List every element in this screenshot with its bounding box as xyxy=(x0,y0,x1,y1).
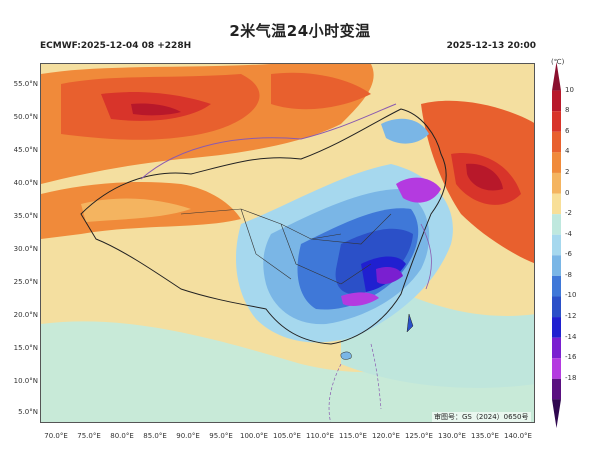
temperature-change-map[interactable] xyxy=(40,63,535,423)
legend-color-swatch xyxy=(552,131,561,153)
lat-label: 55.0°N xyxy=(13,80,38,88)
lon-label: 125.0°E xyxy=(405,432,433,440)
lat-label: 40.0°N xyxy=(13,179,38,187)
approval-number: 审图号：GS（2024）0650号 xyxy=(432,412,531,422)
legend-color-swatch xyxy=(552,193,561,215)
legend-color-swatch xyxy=(552,234,561,256)
lat-label: 45.0°N xyxy=(13,146,38,154)
legend-tick-label: -4 xyxy=(565,229,572,238)
lon-label: 95.0°E xyxy=(209,432,233,440)
province-borders xyxy=(180,208,392,285)
legend-color-swatch xyxy=(552,358,561,379)
legend-tick-label: 8 xyxy=(565,106,570,115)
lon-label: 130.0°E xyxy=(438,432,466,440)
maritime-boundary xyxy=(328,343,382,422)
taiwan-island xyxy=(406,313,414,333)
lon-label: 90.0°E xyxy=(176,432,200,440)
legend-tick-label: 10 xyxy=(565,85,574,94)
lon-label: 70.0°E xyxy=(44,432,68,440)
lon-label: 135.0°E xyxy=(471,432,499,440)
legend-tick-label: -10 xyxy=(565,291,577,300)
legend-tick-label: -14 xyxy=(565,332,577,341)
lat-label: 5.0°N xyxy=(18,408,38,416)
legend-color-swatch xyxy=(552,378,561,400)
lat-label: 30.0°N xyxy=(13,245,38,253)
legend-color-swatch xyxy=(552,255,561,276)
map-title: 2米气温24小时变温 xyxy=(229,22,371,40)
lat-label: 20.0°N xyxy=(13,311,38,319)
legend-tick-label: -16 xyxy=(565,353,577,362)
legend-color-swatch xyxy=(552,172,561,194)
valid-time-label: 2025-12-13 20:00 xyxy=(446,41,536,51)
legend-color-swatch xyxy=(552,296,561,318)
lon-label: 110.0°E xyxy=(306,432,334,440)
hainan-island xyxy=(340,351,352,360)
legend-tick-label: -6 xyxy=(565,250,572,259)
map-canvas xyxy=(41,64,534,422)
legend-color-swatch xyxy=(552,337,561,359)
legend-color-swatch xyxy=(552,214,561,235)
legend-color-swatch xyxy=(552,90,561,112)
legend-tick-label: 2 xyxy=(565,167,570,176)
china-outline xyxy=(80,108,447,345)
legend-tick-label: -12 xyxy=(565,312,577,321)
legend-color-swatch xyxy=(552,275,561,297)
lon-label: 85.0°E xyxy=(143,432,167,440)
map-south-cool-field xyxy=(41,321,534,422)
lat-label: 25.0°N xyxy=(13,278,38,286)
legend-tick-label: -8 xyxy=(565,270,572,279)
color-legend xyxy=(552,62,561,428)
legend-unit: (℃) xyxy=(551,58,565,66)
legend-color-swatch xyxy=(552,111,561,132)
legend-color-swatch xyxy=(552,399,561,428)
lon-label: 140.0°E xyxy=(504,432,532,440)
lon-label: 105.0°E xyxy=(273,432,301,440)
legend-tick-label: 6 xyxy=(565,126,570,135)
legend-color-swatch xyxy=(552,317,561,338)
model-run-label: ECMWF:2025-12-04 08 +228H xyxy=(40,41,192,51)
legend-tick-label: -2 xyxy=(565,209,572,218)
lon-label: 120.0°E xyxy=(372,432,400,440)
lon-label: 75.0°E xyxy=(77,432,101,440)
legend-tick-label: -18 xyxy=(565,373,577,382)
lon-label: 100.0°E xyxy=(240,432,268,440)
legend-tick-label: 0 xyxy=(565,188,570,197)
lat-label: 15.0°N xyxy=(13,344,38,352)
legend-color-swatch xyxy=(552,62,561,91)
legend-color-swatch xyxy=(552,152,561,173)
lat-label: 10.0°N xyxy=(13,377,38,385)
legend-tick-label: 4 xyxy=(565,147,570,156)
lat-label: 35.0°N xyxy=(13,212,38,220)
lat-label: 50.0°N xyxy=(13,113,38,121)
lon-label: 115.0°E xyxy=(339,432,367,440)
country-borders xyxy=(140,103,397,180)
lon-label: 80.0°E xyxy=(110,432,134,440)
